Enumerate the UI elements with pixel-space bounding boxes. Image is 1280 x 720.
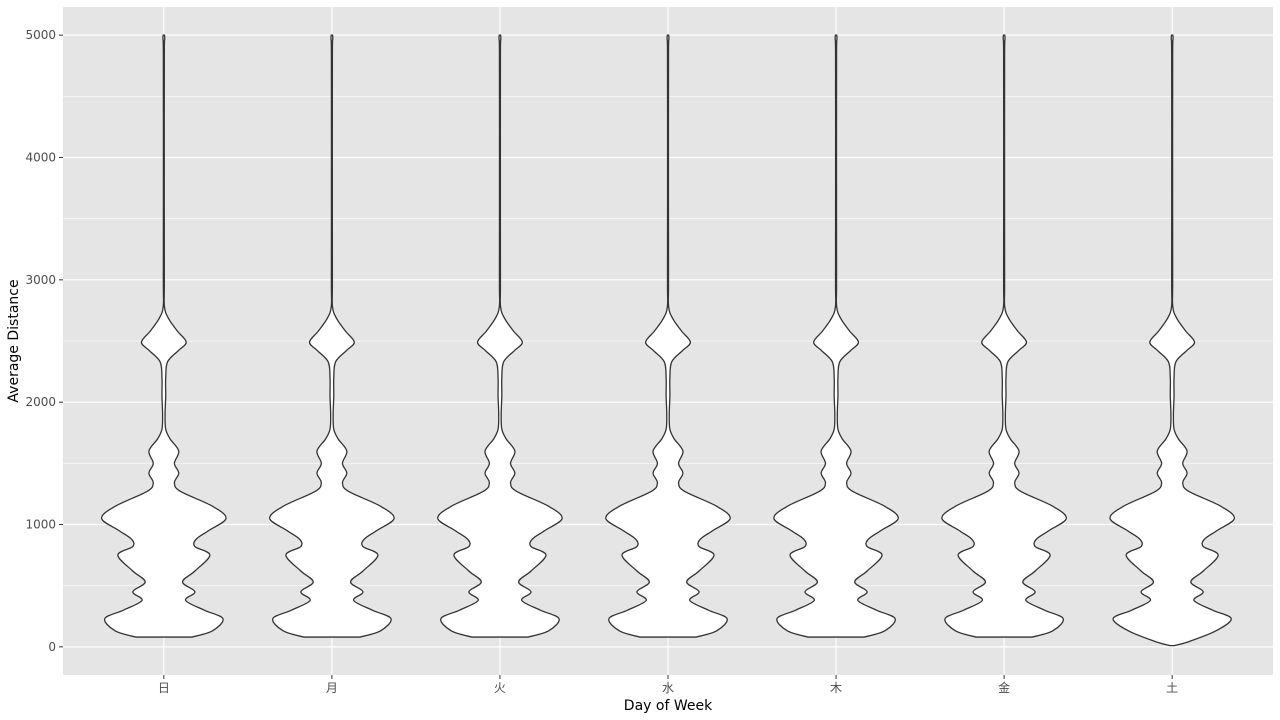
x-tick-label: 日 bbox=[158, 681, 170, 695]
violin-6 bbox=[941, 34, 1067, 638]
violin-5 bbox=[773, 34, 899, 638]
violin-3 bbox=[437, 34, 563, 638]
x-tick-label: 水 bbox=[662, 681, 674, 695]
x-axis-title: Day of Week bbox=[624, 698, 713, 714]
y-axis: 0 1000 2000 3000 4000 5000 bbox=[25, 28, 63, 654]
y-tick-label: 1000 bbox=[25, 518, 56, 532]
x-axis: 日月火水木金土 bbox=[158, 675, 1178, 695]
y-tick-label: 5000 bbox=[25, 28, 56, 42]
y-tick-label: 3000 bbox=[25, 273, 56, 287]
x-tick-label: 火 bbox=[494, 681, 506, 695]
x-tick-label: 土 bbox=[1166, 681, 1178, 695]
x-tick-label: 月 bbox=[326, 681, 338, 695]
y-tick-label: 0 bbox=[48, 640, 56, 654]
y-tick-label: 4000 bbox=[25, 150, 56, 164]
violins bbox=[101, 34, 1236, 647]
x-tick-label: 金 bbox=[998, 680, 1010, 695]
violin-2 bbox=[269, 34, 395, 638]
y-tick-label: 2000 bbox=[25, 395, 56, 409]
violin-7 bbox=[1109, 34, 1236, 647]
violin-4 bbox=[605, 34, 731, 638]
violin-1 bbox=[101, 34, 227, 638]
x-tick-label: 木 bbox=[830, 681, 842, 695]
y-axis-title: Average Distance bbox=[6, 279, 22, 402]
